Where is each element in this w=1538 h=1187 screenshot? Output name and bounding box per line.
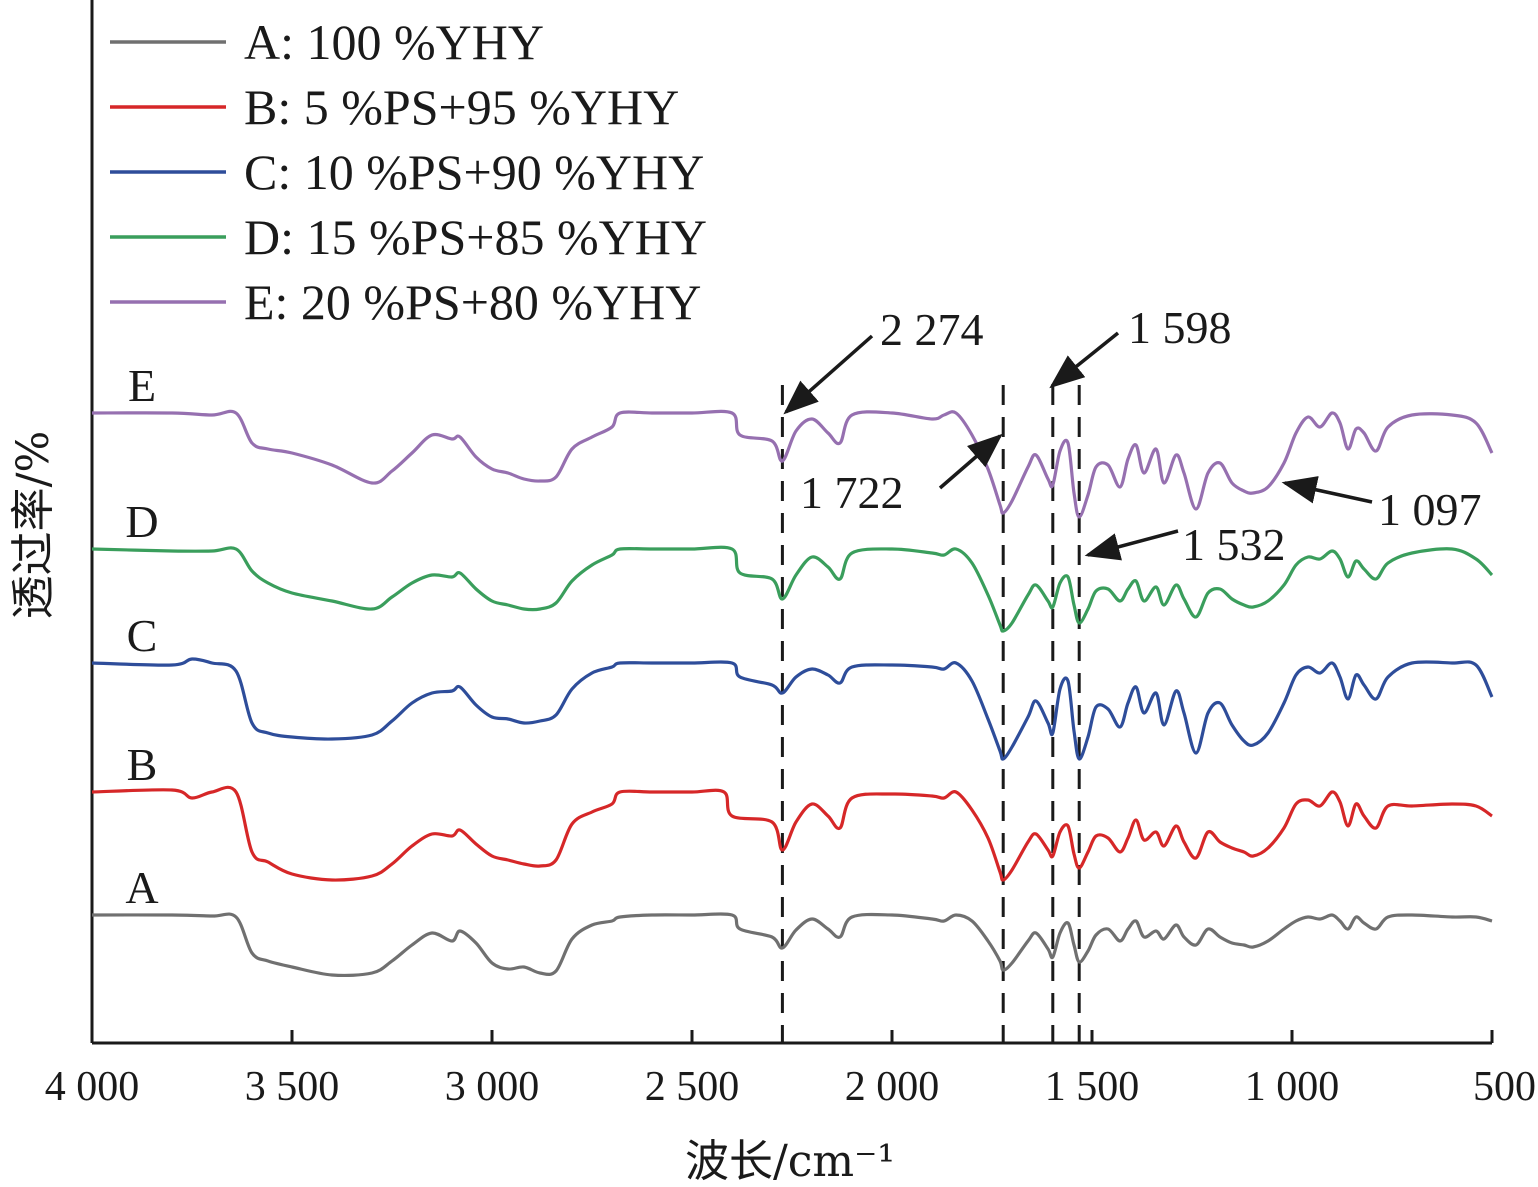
x-tick-label: 1 500 [1045, 1064, 1140, 1110]
curve-labels: A B C D E [125, 360, 158, 913]
annotation-label: 1 722 [800, 467, 904, 518]
legend-label-C: C: 10 %PS+90 %YHY [244, 144, 704, 200]
legend-label-E: E: 20 %PS+80 %YHY [244, 274, 701, 330]
series-line-D [91, 545, 1494, 633]
annotation-label: 2 274 [880, 304, 984, 355]
series-line-A [91, 912, 1493, 978]
curve-label-A: A [125, 862, 158, 913]
axes [90, 0, 1492, 1045]
series-line-B [91, 785, 1493, 882]
reference-lines [780, 385, 1081, 1043]
annotation-arrow [1084, 529, 1179, 561]
y-axis-title: 透过率/% [8, 431, 59, 620]
annotations: 2 274 1 722 1 598 1 532 1 097 [783, 302, 1482, 570]
annotation-arrow [1281, 476, 1373, 504]
series-lines [91, 409, 1494, 978]
legend-label-A: A: 100 %YHY [244, 14, 544, 70]
x-tick-label: 3 500 [245, 1064, 340, 1110]
x-tick-label: 500 [1473, 1064, 1536, 1110]
x-tick-label: 2 000 [845, 1064, 940, 1110]
legend-label-B: B: 5 %PS+95 %YHY [244, 79, 679, 135]
x-axis-title: 波长/cm⁻¹ [685, 1136, 895, 1187]
legend-label-D: D: 15 %PS+85 %YHY [244, 209, 707, 265]
annotation-arrow [1049, 331, 1120, 389]
x-tick-label: 1 000 [1245, 1064, 1340, 1110]
series-line-E [91, 409, 1494, 519]
annotation-label: 1 598 [1128, 302, 1232, 353]
curve-label-C: C [127, 610, 158, 661]
legend: A: 100 %YHY B: 5 %PS+95 %YHY C: 10 %PS+90 … [110, 14, 707, 330]
curve-label-E: E [128, 360, 156, 411]
x-tick-label: 3 000 [445, 1064, 540, 1110]
x-ticks: 4 000 3 500 3 000 2 500 2 000 1 500 1 000 500 [45, 1030, 1536, 1110]
x-tick-label: 4 000 [45, 1064, 140, 1110]
annotation-label: 1 532 [1182, 519, 1286, 570]
annotation-label: 1 097 [1378, 484, 1482, 535]
curve-label-D: D [125, 496, 158, 547]
annotation-arrow [783, 334, 874, 415]
curve-label-B: B [127, 739, 158, 790]
series-line-C [91, 657, 1494, 761]
annotation-arrow [938, 433, 1003, 490]
x-tick-label: 2 500 [645, 1064, 740, 1110]
